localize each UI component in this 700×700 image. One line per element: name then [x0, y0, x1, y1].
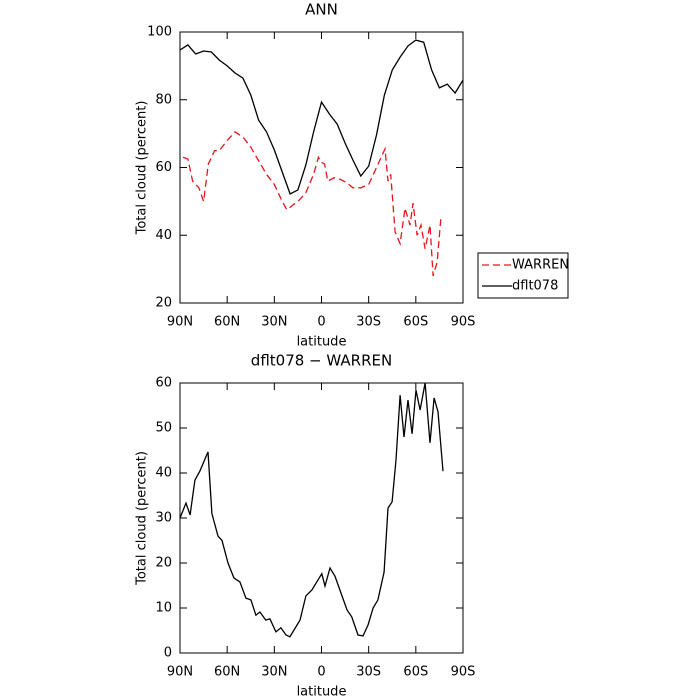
x-axis-label: latitude: [297, 335, 347, 350]
x-tick-label: 0: [317, 665, 325, 680]
x-tick-label: 60N: [214, 665, 240, 680]
x-axis-label: latitude: [297, 685, 347, 700]
x-tick-label: 30N: [261, 315, 287, 330]
data-line: [182, 131, 442, 277]
data-line: [179, 382, 444, 638]
y-tick-label: 30: [155, 511, 172, 526]
x-tick-label: 30N: [261, 665, 287, 680]
x-tick-label: 30S: [356, 665, 381, 680]
y-tick-label: 0: [164, 646, 172, 661]
x-tick-label: 90N: [167, 315, 193, 330]
y-tick-label: 10: [155, 601, 172, 616]
x-tick-label: 60S: [403, 665, 428, 680]
y-tick-label: 100: [147, 25, 172, 40]
chart-title: ANN: [305, 1, 338, 19]
y-tick-label: 50: [155, 421, 172, 436]
x-tick-label: 90S: [451, 315, 476, 330]
x-tick-label: 90S: [451, 665, 476, 680]
y-tick-label: 40: [155, 228, 172, 243]
x-tick-label: 30S: [356, 315, 381, 330]
y-axis-label: Total cloud (percent): [135, 451, 150, 586]
chart-title: dflt078 − WARREN: [251, 352, 392, 370]
y-axis-label: Total cloud (percent): [135, 101, 150, 236]
x-tick-label: 0: [317, 315, 325, 330]
x-tick-label: 90N: [167, 665, 193, 680]
legend-box: [477, 252, 569, 299]
y-tick-label: 20: [155, 556, 172, 571]
legend-label: WARREN: [512, 258, 569, 273]
y-tick-label: 60: [155, 160, 172, 175]
legend-label: dflt078: [512, 279, 558, 294]
y-tick-label: 80: [155, 92, 172, 107]
plot-frame: [179, 382, 464, 654]
y-tick-label: 40: [155, 466, 172, 481]
x-tick-label: 60N: [214, 315, 240, 330]
plot-frame: [179, 31, 464, 304]
data-line: [179, 39, 464, 195]
y-tick-label: 20: [155, 296, 172, 311]
y-tick-label: 60: [155, 376, 172, 391]
x-tick-label: 60S: [403, 315, 428, 330]
